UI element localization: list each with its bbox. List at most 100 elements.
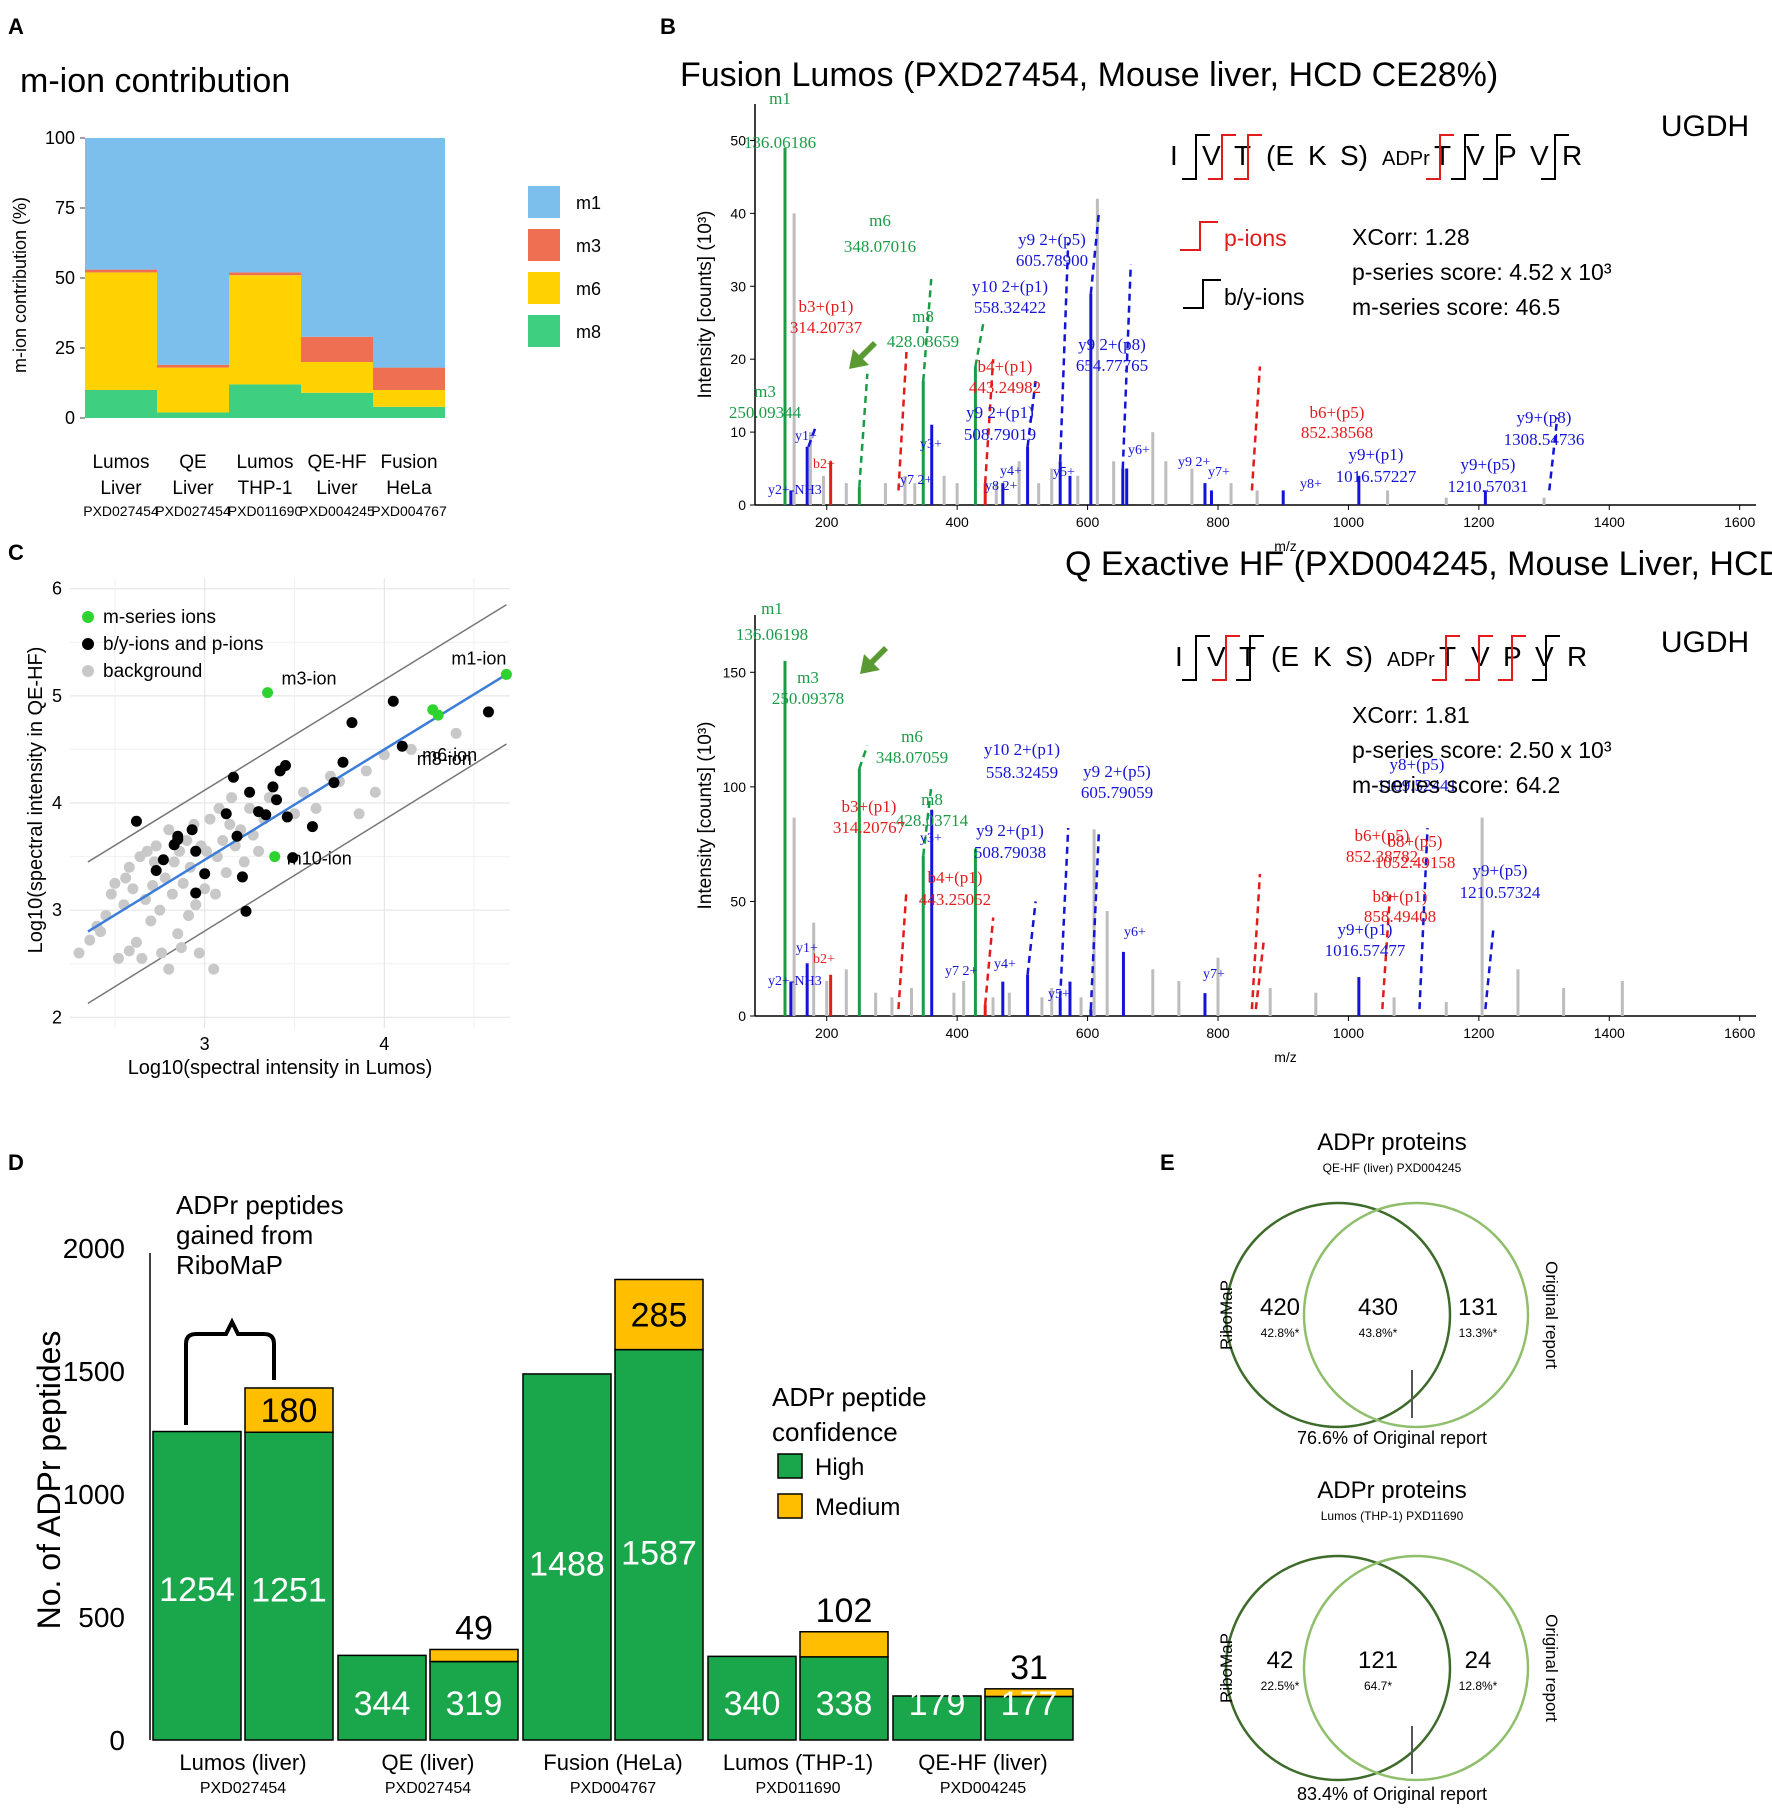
panel-c-legend-marker [82,665,94,677]
spectrum-label-leader [1058,828,1070,998]
spectrum-xtick-label: 1600 [1724,1025,1755,1041]
panel-c-point-background [310,802,322,814]
peptide-residue: V [1530,140,1549,171]
spectrum-ytick-label: 0 [738,497,746,513]
panel-d-ytick-label: 1000 [63,1479,125,1510]
spectrum-label-leader [1089,213,1101,294]
panel-a-bar-m6 [157,367,229,413]
panel-c-point-background [130,936,142,948]
peptide-residue: V [1202,140,1221,171]
panel-a-xtick-dataset: PXD027454 [83,503,159,519]
peptide-fragment-bracket [1234,134,1262,180]
spectrum-peak-mz-label: 605.79059 [1081,783,1153,802]
panel-a-title: m-ion contribution [20,62,290,100]
spectrum-score: XCorr: 1.81 [1352,702,1470,728]
panel-c-legend-marker [82,611,94,623]
spectrum-peak-mz-label: 443.25052 [919,890,991,909]
panel-c-point-background [148,856,160,868]
venn-circle-original [1302,1554,1530,1782]
spectrum-label-leader [897,889,908,1010]
spectrum-peak-ion-label: m6 [869,211,891,230]
venn-subtitle: QE-HF (liver) PXD004245 [1323,1161,1462,1175]
spectrum-1-title: Fusion Lumos (PXD27454, Mouse liver, HCD… [680,56,1498,94]
legend-p-ion-bracket-icon [1180,221,1218,251]
peptide-residue: T [1239,641,1256,672]
spectrum-peak-mz-label: 1016.57477 [1325,941,1406,960]
spectrum-xtick-label: 800 [1206,514,1230,530]
spectrum-small-ion-label: y6+ [1124,925,1146,940]
spectrum-small-ion-label: y2+-NH3 [768,483,822,498]
panel-d-bar-original-label: 1254 [159,1571,235,1609]
spectrum-label-leader [858,745,869,769]
panel-c-point-background [217,835,229,846]
spectrum-label-leader [983,917,995,1005]
panel-c-point-background [154,904,166,916]
panel-a-ylabel: m-ion contribution (%) [10,197,30,373]
venn-right-count: 131 [1458,1294,1498,1321]
panel-c-point-by-p-ion [387,695,399,707]
panel-c-point-background [120,872,132,884]
panel-c-point-by-p-ion [130,815,142,827]
spectrum-peak-ion-label: y9+(p8) [1517,408,1572,427]
spectrum-xtick-label: 400 [945,1025,969,1041]
panel-c-point-m-series [500,668,512,680]
panel-d-ytick-label: 1500 [63,1356,125,1387]
peptide-residue: P [1498,140,1517,171]
venn-left-pct: 42.8%* [1261,1326,1300,1340]
panel-d-bar-original-label: 1488 [529,1545,605,1583]
peptide-fragment-bracket [1541,134,1569,180]
panel-d-bar-ribomap-high [799,1656,889,1741]
panel-a-xtick-label: Liver [172,478,214,499]
panel-c-xtick-label: 3 [200,1034,210,1054]
panel-c-point-background [244,802,256,814]
venn-right-pct: 12.8%* [1459,1679,1498,1693]
spectrum-peak-mz-label: 1109.52441 [1377,776,1457,795]
venn-center-pct: 43.8%* [1359,1326,1398,1340]
panel-a-ytick-label: 75 [55,198,75,218]
spectrum-label-leader [1058,242,1070,462]
panel-c-point-background [159,872,171,884]
panel-d-group-label: Lumos (THP-1) [723,1750,873,1775]
panel-c-point-by-p-ion [396,740,408,752]
panel-c-point-background [177,877,189,889]
panel-e-venns: ADPr proteins QE-HF (liver) PXD004245 420 4… [1217,1129,1561,1804]
peptide-residue: K [1308,140,1327,171]
spectrum-peak-mz-label: 1052.49158 [1375,853,1456,872]
venn-circle-ribomap [1224,1201,1452,1429]
spectrum-xtick-label: 1000 [1333,1025,1364,1041]
panel-a-bar-m1 [85,138,157,270]
panel-c-point-by-p-ion [287,852,299,864]
spectrum-xlabel: m/z [1274,1049,1297,1065]
panel-a-legend-swatch-m6 [528,272,560,304]
panel-a-bar-m8 [301,392,373,418]
peptide-residue: T [1234,140,1251,171]
panel-c-point-background [175,942,187,954]
spectrum-peak-mz-label: 558.32459 [986,763,1058,782]
spectrum-label-leader [1026,901,1037,975]
panel-c-ytick-label: 3 [52,900,62,920]
spectrum-ytick-label: 100 [723,779,747,795]
panel-d-bar-ribomap-high-label: 1587 [621,1534,697,1572]
panel-a-xtick-dataset: PXD011690 [228,503,303,519]
panel-d-ytick-label: 2000 [63,1233,125,1264]
venn-circle-original [1302,1201,1530,1429]
peptide-fragment-bracket [1432,635,1460,681]
panel-d-bar-ribomap-high [614,1348,704,1741]
spectrum-ylabel: Intensity [counts] (10³) [695,722,716,910]
panel-c-xlabel: Log10(spectral intensity in Lumos) [128,1057,433,1079]
panel-c-point-background [193,947,205,959]
spectrum-small-ion-label: y6+ [1128,443,1150,458]
panel-d-ytick-label: 500 [78,1602,125,1633]
spectrum-label-leader [1548,417,1559,491]
spectrum-peak-ion-label: m3 [797,668,819,687]
panel-a-bar-m1 [157,138,229,365]
spectrum-peak-ion-label: m6 [901,727,923,746]
panel-a-bar-m8 [157,412,229,418]
panel-a-xtick-label: HeLa [386,478,432,499]
spectrum-peak-ion-label: b3+(p1) [842,797,897,816]
panel-c-point-by-p-ion [172,830,184,842]
panel-d-group-dataset: PXD004245 [940,1780,1026,1797]
panel-c-point-background [163,824,175,836]
venn-title: ADPr proteins [1317,1129,1466,1156]
